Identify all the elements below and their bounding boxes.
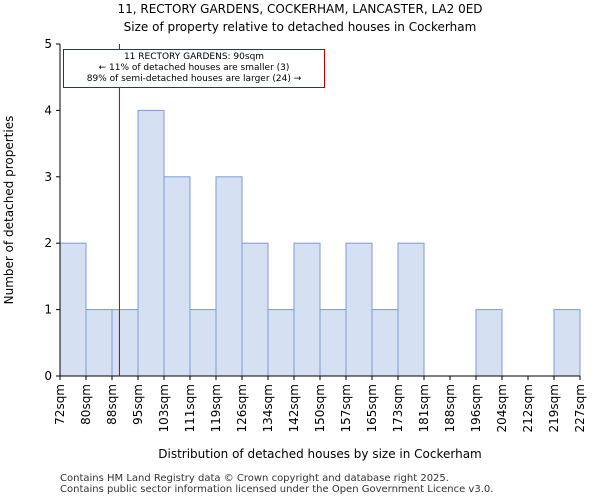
x-tick-label: 173sqm <box>391 384 405 432</box>
x-tick-label: 88sqm <box>105 384 119 425</box>
bar-219sqm <box>553 309 581 377</box>
x-tick-label: 126sqm <box>235 384 249 432</box>
bar-142sqm <box>293 242 321 377</box>
annotation-line1: 11 RECTORY GARDENS: 90sqm <box>123 52 265 62</box>
bar-80sqm <box>85 309 113 377</box>
bar-196sqm <box>475 309 503 377</box>
bar-165sqm <box>371 309 399 377</box>
bar-103sqm <box>163 176 191 377</box>
bar-72sqm <box>59 242 87 377</box>
x-tick-label: 134sqm <box>261 384 275 432</box>
bar-134sqm <box>267 309 295 377</box>
y-tick-label: 5 <box>44 37 52 51</box>
chart-title-line2: Size of property relative to detached ho… <box>123 20 477 34</box>
x-axis-label: Distribution of detached houses by size … <box>158 447 482 461</box>
x-tick-label: 95sqm <box>131 384 145 425</box>
footer-copyright: Contains HM Land Registry data © Crown c… <box>60 473 449 484</box>
chart-title-line1: 11, RECTORY GARDENS, COCKERHAM, LANCASTE… <box>117 2 483 16</box>
x-tick-label: 111sqm <box>183 384 197 432</box>
bars <box>59 109 581 377</box>
x-tick-label: 119sqm <box>209 384 223 432</box>
x-tick-label: 157sqm <box>339 384 353 432</box>
bar-157sqm <box>345 242 373 377</box>
x-tick-label: 165sqm <box>365 384 379 432</box>
bar-111sqm <box>189 309 217 377</box>
bar-119sqm <box>215 176 243 377</box>
x-tick-label: 80sqm <box>79 384 93 425</box>
x-tick-label: 219sqm <box>547 384 561 432</box>
annotation-line3: 89% of semi-detached houses are larger (… <box>86 74 302 84</box>
x-tick-label: 142sqm <box>287 384 301 432</box>
x-ticks: 72sqm 80sqm 88sqm 95sqm 103sqm 111sqm 119sqm 12… <box>53 376 587 432</box>
footer-licence: Contains public sector information licen… <box>60 484 494 495</box>
bar-126sqm <box>241 242 269 377</box>
y-tick-label: 0 <box>44 369 52 383</box>
x-tick-label: 72sqm <box>53 384 67 425</box>
bar-150sqm <box>319 309 347 377</box>
x-tick-label: 150sqm <box>313 384 327 432</box>
y-tick-label: 2 <box>44 236 52 250</box>
annotation-line2: ← 11% of detached houses are smaller (3) <box>98 63 290 73</box>
x-tick-label: 227sqm <box>573 384 587 432</box>
bar-95sqm <box>137 109 165 377</box>
x-tick-label: 212sqm <box>521 384 535 432</box>
chart: 0 1 2 3 4 5 72sqm 80sqm 88sqm 95sqm 103sqm 111sqm 1… <box>2 37 587 461</box>
x-tick-label: 196sqm <box>469 384 483 432</box>
y-tick-label: 4 <box>44 103 52 117</box>
y-ticks: 0 1 2 3 4 5 <box>44 37 60 383</box>
y-axis-label: Number of detached properties <box>2 116 16 305</box>
x-tick-label: 204sqm <box>495 384 509 432</box>
x-tick-label: 103sqm <box>157 384 171 432</box>
annotation-box: 11 RECTORY GARDENS: 90sqm ← 11% of detac… <box>63 49 325 88</box>
x-tick-label: 181sqm <box>417 384 431 432</box>
bar-88sqm <box>111 309 139 377</box>
y-tick-label: 3 <box>44 170 52 184</box>
y-tick-label: 1 <box>44 303 52 317</box>
x-tick-label: 188sqm <box>443 384 457 432</box>
bar-173sqm <box>397 242 425 377</box>
